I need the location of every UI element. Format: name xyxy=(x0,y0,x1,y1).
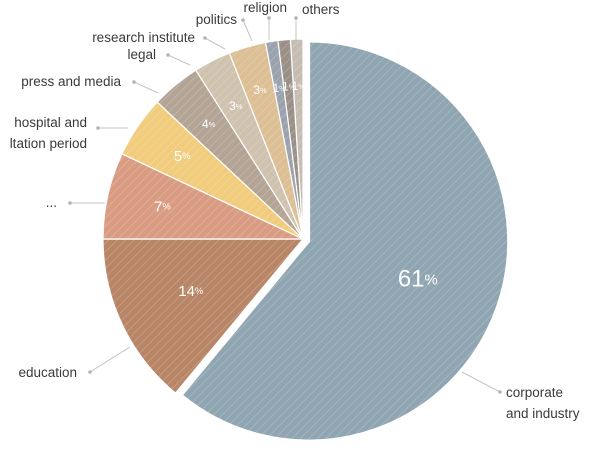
leader-line-corporate_and_industry xyxy=(461,371,501,393)
pie-slice-hatch-legal xyxy=(195,53,303,239)
leader-dot-hospital_and_ltation_period xyxy=(96,126,100,130)
pie-slice-percent-research_institute: 3% xyxy=(253,83,267,97)
category-label-ellipsis: ... xyxy=(46,195,57,210)
pie-slice-hatch-education xyxy=(103,239,303,394)
pie-slice-hatch-press_and_media xyxy=(157,70,303,239)
leader-dot-ellipsis xyxy=(68,201,72,205)
leader-line-press_and_media xyxy=(133,81,159,94)
category-label-legal: legal xyxy=(127,47,156,62)
leader-line-politics xyxy=(242,19,253,42)
category-label-politics: politics xyxy=(196,12,238,27)
leader-dot-research_institute xyxy=(203,36,207,40)
leader-line-legal xyxy=(167,54,191,66)
pie-slice-percent-education: 14% xyxy=(178,283,203,300)
category-label-education: education xyxy=(18,365,77,380)
pie-slice-hatch-research_institute xyxy=(229,42,303,240)
pie-slice-hatch-religion xyxy=(277,39,303,239)
pie-slice-hatch-corporate_and_industry xyxy=(181,41,509,442)
leader-line-education xyxy=(89,346,131,373)
pie-slice-percent-corporate_and_industry: 61% xyxy=(398,266,438,293)
leader-line-research_institute xyxy=(204,37,226,50)
pie-slice-hatch-hospital_and_ltation_period xyxy=(122,102,303,239)
category-label-religion: religion xyxy=(243,0,287,15)
leader-dot-religion xyxy=(267,16,271,20)
category-label-corporate_and_industry: corporate and industry xyxy=(506,385,580,421)
leader-dot-politics xyxy=(241,18,245,22)
pie-slice-percent-others: 1% xyxy=(292,79,306,93)
leader-dot-press_and_media xyxy=(132,80,136,84)
category-label-research_institute: research institute xyxy=(92,30,195,45)
pie-slice-percent-press_and_media: 4% xyxy=(202,117,216,131)
leader-dot-legal xyxy=(166,53,170,57)
category-label-others: others xyxy=(302,2,340,17)
pie-slice-percent-religion: 1% xyxy=(282,80,296,94)
pie-slice-hatch-others xyxy=(290,39,303,239)
pie-slice-percent-ellipsis: 7% xyxy=(154,199,171,216)
pie-slice-percent-hospital_and_ltation_period: 5% xyxy=(174,148,191,165)
pie-slice-percent-politics: 1% xyxy=(273,81,287,95)
leader-dot-corporate_and_industry xyxy=(498,390,502,394)
pie-slice-percent-legal: 3% xyxy=(229,99,243,113)
pie-slice-hatch-ellipsis xyxy=(103,153,303,239)
category-label-hospital_and_ltation_period: hospital and ltation period xyxy=(10,115,87,151)
leader-dot-others xyxy=(294,16,298,20)
pie-slice-hatch-politics xyxy=(265,40,303,240)
category-label-press_and_media: press and media xyxy=(21,74,121,89)
leader-dot-education xyxy=(88,370,92,374)
